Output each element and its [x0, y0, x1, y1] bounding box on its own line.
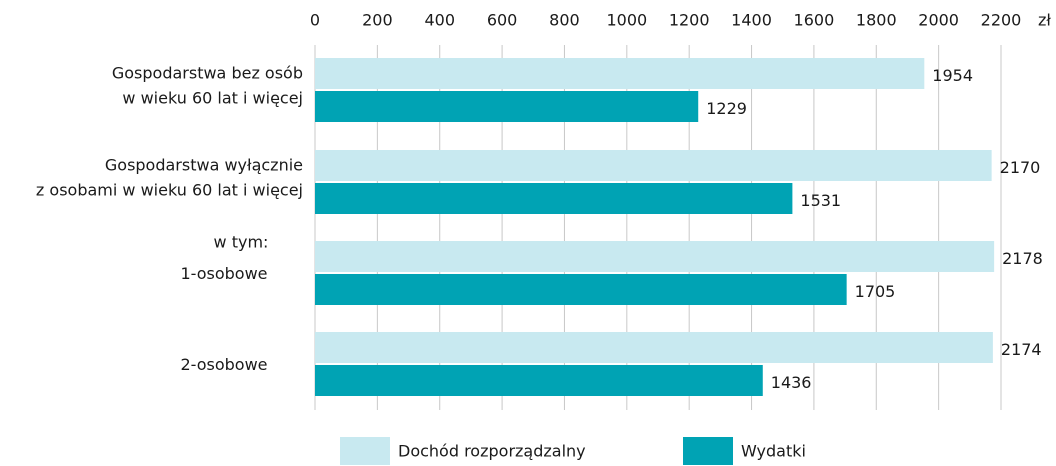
category-label: 1-osobowe: [180, 264, 267, 283]
x-tick-label: 2200: [981, 11, 1022, 30]
bar: [315, 365, 763, 396]
bar: [315, 274, 847, 305]
value-label: 2170: [1000, 158, 1041, 177]
value-label: 2178: [1002, 249, 1043, 268]
x-tick-label: 1600: [794, 11, 835, 30]
value-label: 1229: [706, 99, 747, 118]
x-tick-label: 1000: [606, 11, 647, 30]
category-label: 2-osobowe: [180, 355, 267, 374]
bar: [315, 332, 993, 363]
annotation: w tym:: [214, 233, 269, 252]
x-tick-label: 2000: [918, 11, 959, 30]
x-tick-label: 600: [487, 11, 518, 30]
bar: [315, 183, 793, 214]
x-tick-label: 1400: [731, 11, 772, 30]
value-label: 1705: [855, 282, 896, 301]
legend-label: Dochód rozporządzalny: [398, 442, 586, 461]
value-label: 2174: [1001, 340, 1042, 359]
legend-label: Wydatki: [741, 442, 806, 461]
x-tick-label: 800: [549, 11, 580, 30]
bar: [315, 58, 925, 89]
x-tick-label: 1200: [669, 11, 710, 30]
bar: [315, 150, 992, 181]
x-tick-label: 400: [424, 11, 455, 30]
x-tick-label: 0: [310, 11, 320, 30]
category-label: Gospodarstwa wyłącznie z osobami w wieku …: [36, 155, 303, 199]
value-label: 1954: [932, 66, 973, 85]
bar: [315, 241, 995, 272]
bar: [315, 91, 699, 122]
x-axis-unit: zł: [1038, 11, 1051, 30]
value-label: 1436: [771, 373, 812, 392]
value-label: 1531: [800, 191, 841, 210]
legend-swatch: [683, 437, 733, 465]
x-tick-label: 200: [362, 11, 393, 30]
category-label: Gospodarstwa bez osób w wieku 60 lat i wi…: [112, 63, 303, 107]
legend-swatch: [340, 437, 390, 465]
x-tick-label: 1800: [856, 11, 897, 30]
